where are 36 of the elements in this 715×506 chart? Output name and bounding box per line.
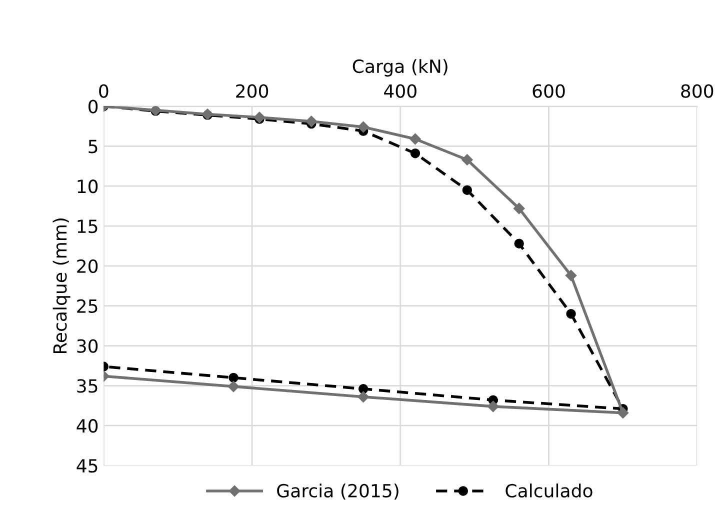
point: [462, 185, 472, 195]
y-tick-label: 5: [88, 140, 98, 154]
point: [358, 121, 369, 133]
x-tick-label: 600: [532, 84, 565, 98]
y-tick-label: 20: [77, 259, 98, 274]
point: [462, 154, 473, 166]
point: [513, 202, 525, 214]
point: [358, 391, 369, 402]
legend-label: Calculado: [506, 484, 592, 498]
y-tick-label: 10: [78, 180, 98, 194]
y-tick-label: 0: [88, 100, 98, 114]
y-tick-label: 25: [77, 299, 98, 313]
x-axis-title: Carga (kN): [352, 59, 448, 77]
point: [514, 238, 524, 248]
x-tick-label: 800: [681, 84, 714, 98]
x-tick-label: 400: [384, 84, 416, 98]
point: [565, 270, 577, 282]
point: [306, 116, 317, 128]
y-tick-label: 40: [76, 419, 98, 433]
x-tick-label: 0: [99, 84, 108, 98]
point: [254, 112, 266, 124]
y-tick-label: 15: [78, 220, 98, 234]
point: [228, 372, 238, 383]
y-axis-title: Recalque (mm): [52, 218, 70, 354]
point: [228, 380, 240, 392]
y-tick-label: 30: [77, 339, 98, 353]
point: [410, 133, 421, 145]
y-tick-label: 45: [76, 459, 98, 473]
x-tick-label: 200: [236, 84, 268, 98]
point: [358, 384, 368, 394]
point: [410, 148, 420, 158]
point: [617, 407, 629, 418]
point: [566, 308, 576, 319]
legend-label: Garcia (2015): [277, 484, 398, 500]
y-tick-label: 35: [77, 379, 98, 393]
point: [488, 400, 499, 412]
